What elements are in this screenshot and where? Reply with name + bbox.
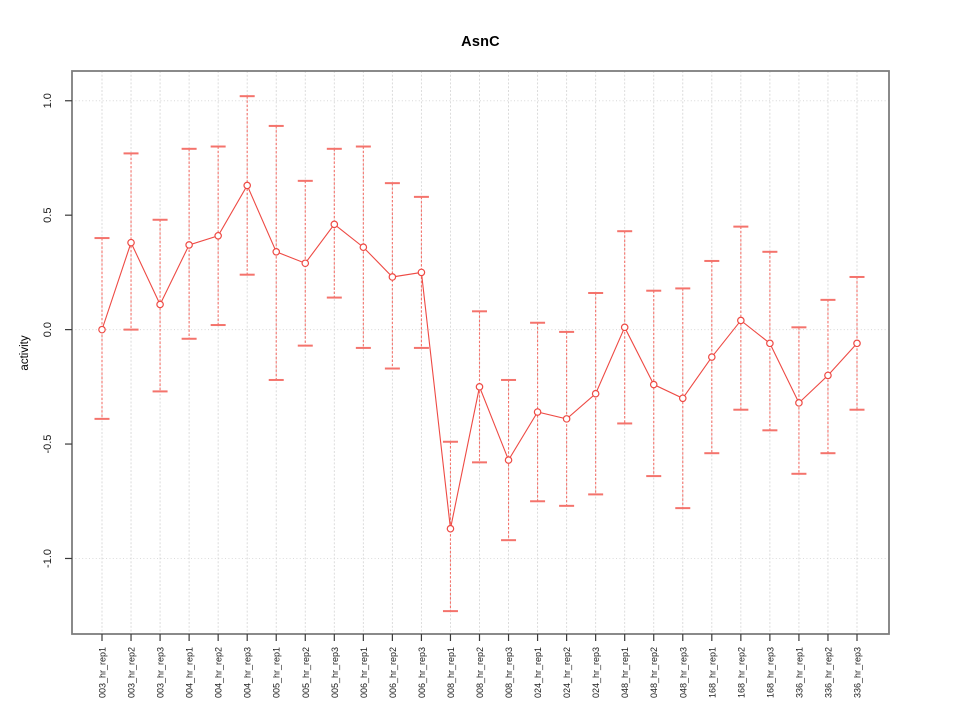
x-tick-label: 003_hr_rep3 xyxy=(156,647,166,698)
x-tick-label: 048_hr_rep3 xyxy=(678,647,688,698)
data-point-marker xyxy=(301,259,310,268)
data-point-marker xyxy=(475,383,484,391)
data-point-marker xyxy=(272,248,281,256)
data-point-marker xyxy=(446,524,455,533)
x-tick-label: 004_hr_rep2 xyxy=(214,647,224,698)
x-tick-label: 024_hr_rep3 xyxy=(591,647,601,698)
gridlines xyxy=(72,71,889,634)
plot-frame xyxy=(71,70,890,635)
x-tick-label: 008_hr_rep1 xyxy=(446,647,456,698)
data-point-marker xyxy=(649,380,658,389)
x-tick-label: 168_hr_rep1 xyxy=(707,647,717,698)
data-point-marker xyxy=(330,220,339,229)
data-point-marker xyxy=(417,268,426,277)
x-tick-label: 006_hr_rep1 xyxy=(359,647,369,698)
data-point-marker xyxy=(678,394,687,403)
y-tick-label: 0.0 xyxy=(42,322,54,337)
x-tick-label: 003_hr_rep2 xyxy=(127,647,137,698)
error-bars xyxy=(94,95,865,613)
data-points xyxy=(98,181,861,533)
x-tick-label: 004_hr_rep1 xyxy=(185,647,195,698)
y-tick-label: 1.0 xyxy=(42,93,54,108)
chart-title: AsnC xyxy=(461,34,500,50)
data-point-marker xyxy=(853,339,861,348)
data-point-marker xyxy=(243,181,251,190)
data-point-marker xyxy=(359,243,368,252)
y-axis: -1.0 -0.5 0.0 0.5 1.0 xyxy=(42,93,72,568)
data-point-marker xyxy=(620,323,629,332)
y-tick-label: -1.0 xyxy=(42,549,54,568)
data-point-marker xyxy=(185,241,193,249)
x-tick-label: 024_hr_rep1 xyxy=(533,647,543,698)
x-tick-label: 008_hr_rep2 xyxy=(475,647,485,698)
data-point-marker xyxy=(795,399,803,407)
x-tick-label: 006_hr_rep2 xyxy=(388,647,398,698)
data-point-marker xyxy=(156,300,164,309)
data-point-marker xyxy=(533,408,542,416)
x-tick-label: 336_hr_rep2 xyxy=(823,647,833,698)
x-tick-label: 168_hr_rep2 xyxy=(736,647,746,698)
data-point-marker xyxy=(98,325,106,334)
data-point-marker xyxy=(708,353,716,361)
data-point-marker xyxy=(824,371,832,380)
data-point-marker xyxy=(127,238,135,247)
x-tick-label: 336_hr_rep1 xyxy=(794,647,804,698)
data-point-marker xyxy=(504,456,513,464)
plot-border xyxy=(71,70,890,635)
x-tick-label: 008_hr_rep3 xyxy=(504,647,514,698)
x-tick-label: 003_hr_rep1 xyxy=(98,647,108,698)
y-tick-label: 0.5 xyxy=(42,208,54,223)
x-tick-label: 168_hr_rep3 xyxy=(765,647,775,698)
x-tick-label: 048_hr_rep1 xyxy=(620,647,630,698)
x-tick-label: 048_hr_rep2 xyxy=(649,647,659,698)
data-point-marker xyxy=(214,231,222,240)
data-point-marker xyxy=(766,339,774,348)
x-tick-label: 006_hr_rep3 xyxy=(417,647,427,698)
x-tick-label: 024_hr_rep2 xyxy=(562,647,572,698)
x-tick-label: 005_hr_rep2 xyxy=(301,647,311,698)
x-tick-label: 336_hr_rep3 xyxy=(853,647,863,698)
x-tick-label: 005_hr_rep3 xyxy=(330,647,340,698)
x-tick-label: 004_hr_rep3 xyxy=(243,647,253,698)
data-point-marker xyxy=(388,273,397,281)
x-axis: 003_hr_rep1 003_hr_rep2 003_hr_rep3 004_hr_… xyxy=(98,634,863,698)
data-point-marker xyxy=(591,389,600,398)
y-tick-label: -0.5 xyxy=(42,435,54,454)
data-point-marker xyxy=(737,316,745,325)
x-tick-label: 005_hr_rep1 xyxy=(272,647,282,698)
data-point-marker xyxy=(562,415,571,423)
